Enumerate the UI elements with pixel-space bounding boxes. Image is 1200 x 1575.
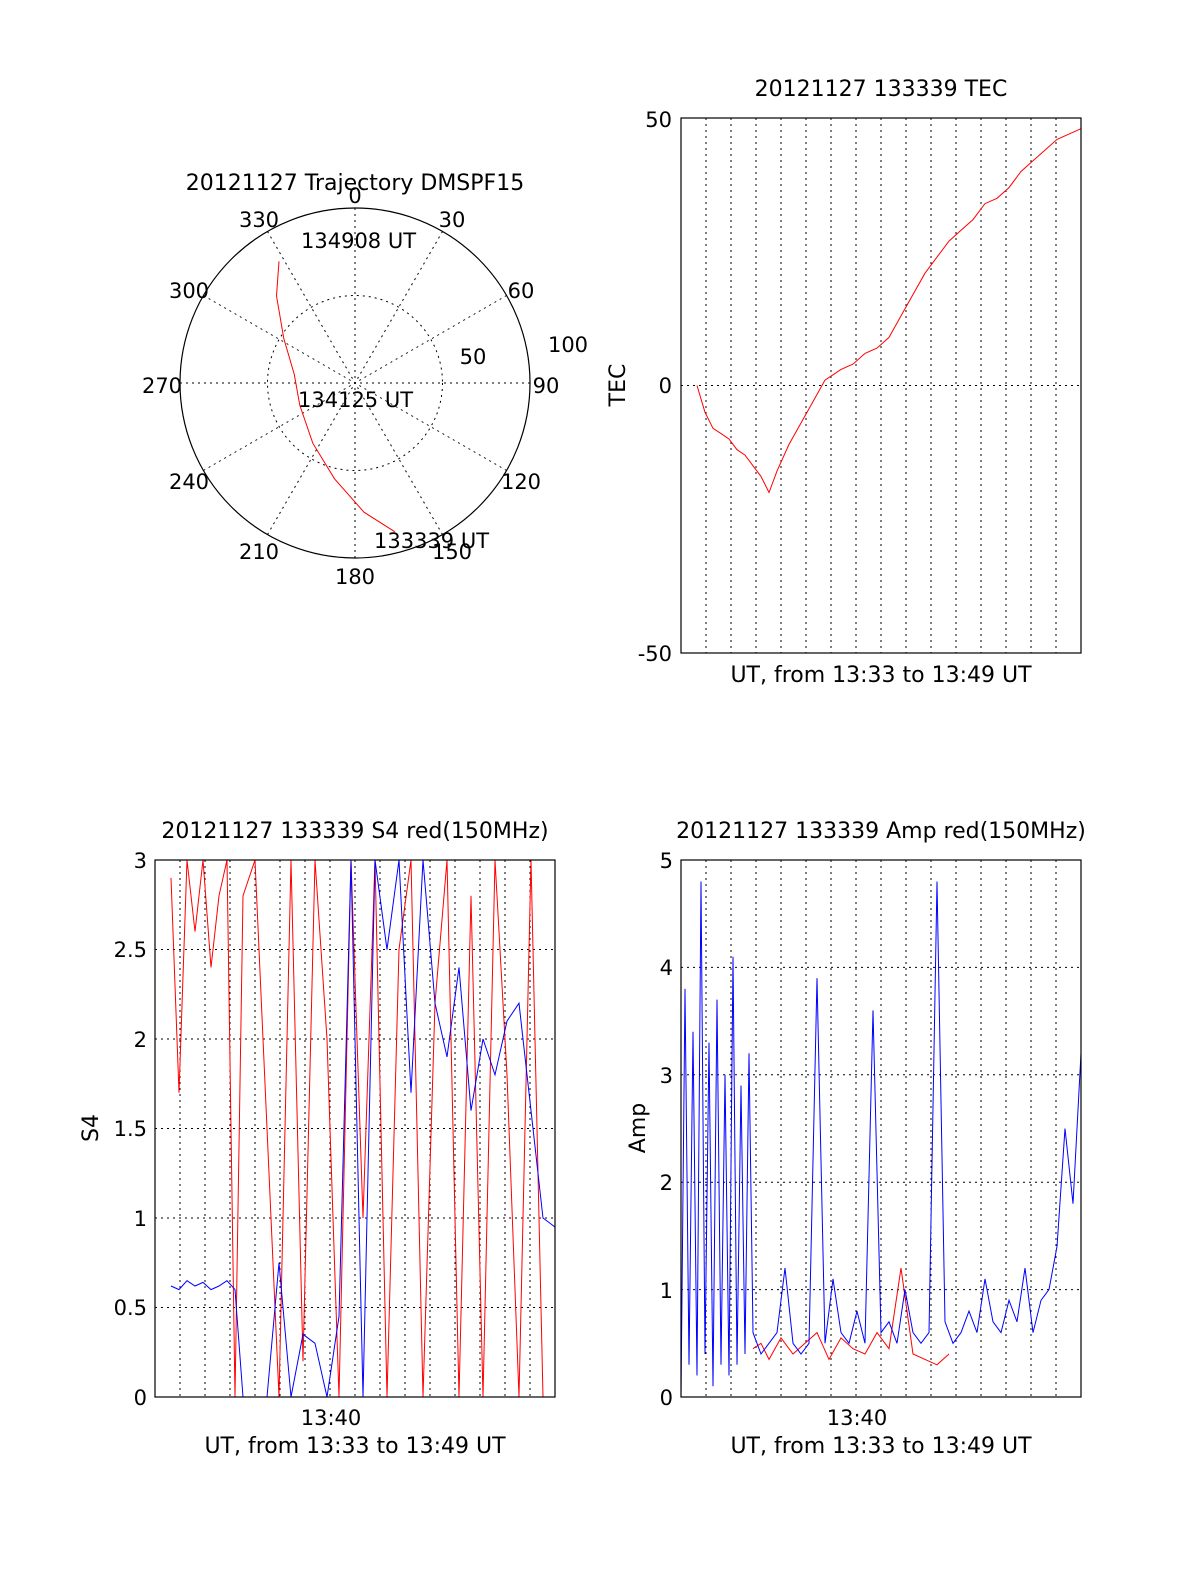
s4-ytick-label: 1	[134, 1207, 147, 1231]
s4-ytick-label: 2.5	[114, 938, 147, 962]
azimuth-labels: 0 30 60 90 120 150 180 210 240 270 300 3…	[142, 184, 559, 589]
s4-ytick-label: 0.5	[114, 1296, 147, 1320]
trajectory-annotation: 134125 UT	[298, 388, 413, 412]
s4-title: 20121127 133339 S4 red(150MHz)	[161, 819, 548, 844]
amp-series-line-1	[680, 881, 1082, 1398]
s4-ytick-label: 0	[134, 1386, 147, 1410]
amp-plot-frame	[680, 859, 1082, 1398]
s4-series-line-1	[170, 859, 556, 1398]
s4-ytick-label: 3	[134, 849, 147, 873]
azimuth-label: 210	[239, 540, 279, 564]
tec-panel: 20121127 133339 TEC 50 0 -50 TEC UT, fro…	[606, 77, 1082, 688]
trajectory-title: 20121127 Trajectory DMSPF15	[186, 171, 524, 196]
tec-title: 20121127 133339 TEC	[755, 77, 1008, 102]
tec-plot-frame	[680, 117, 1082, 654]
s4-ytick-label: 2	[134, 1028, 147, 1052]
amp-ytick-label: 3	[660, 1064, 673, 1088]
trajectory-line	[275, 261, 396, 533]
azimuth-label: 0	[348, 184, 361, 208]
amp-ytick-label: 1	[660, 1279, 673, 1303]
trajectory-annotation: 134908 UT	[301, 229, 416, 253]
azimuth-label: 270	[142, 374, 182, 398]
amp-ytick-label: 5	[660, 849, 673, 873]
amp-ylabel: Amp	[626, 1103, 651, 1153]
amp-ytick-label: 4	[660, 956, 673, 980]
tec-ytick-label: 0	[659, 374, 672, 398]
trajectory-panel: 20121127 Trajectory DMSPF15 0 30 60 90 1…	[142, 171, 588, 589]
polar-grid-spoke	[267, 231, 443, 535]
amp-title: 20121127 133339 Amp red(150MHz)	[676, 819, 1086, 844]
azimuth-label: 300	[169, 279, 209, 303]
tec-xlabel: UT, from 13:33 to 13:49 UT	[730, 663, 1032, 688]
amp-ytick-label: 2	[660, 1171, 673, 1195]
trajectory-trace	[275, 261, 396, 533]
s4-ylabel: S4	[79, 1114, 104, 1142]
polar-grid-ring	[267, 295, 443, 471]
amp-panel: 20121127 133339 Amp red(150MHz) 0 1 2 3 …	[626, 819, 1086, 1459]
s4-plot-frame	[154, 859, 556, 1398]
s4-ytick-label: 1.5	[114, 1117, 147, 1141]
s4-xlabel: UT, from 13:33 to 13:49 UT	[204, 1434, 506, 1459]
polar-outer-ring	[179, 207, 531, 559]
tec-ylabel: TEC	[606, 364, 631, 408]
amp-traces	[680, 881, 1082, 1398]
tec-ytick-label: 50	[645, 108, 672, 132]
tec-series-line-0	[696, 128, 1082, 494]
azimuth-label: 150	[432, 540, 472, 564]
amp-xlabel: UT, from 13:33 to 13:49 UT	[730, 1434, 1032, 1459]
azimuth-label: 90	[533, 374, 560, 398]
azimuth-label: 120	[501, 470, 541, 494]
tec-ytick-label: -50	[638, 642, 672, 666]
amp-series-line-0	[752, 1268, 950, 1366]
amp-yticks: 0 1 2 3 4 5	[660, 849, 673, 1410]
tec-trace	[696, 128, 1082, 494]
azimuth-label: 240	[169, 470, 209, 494]
polar-grid	[180, 208, 530, 558]
radius-label: 100	[548, 333, 588, 357]
amp-xtick-label: 13:40	[827, 1406, 888, 1430]
s4-xtick-label: 13:40	[301, 1406, 362, 1430]
amp-ytick-label: 0	[660, 1386, 673, 1410]
azimuth-label: 60	[508, 279, 535, 303]
azimuth-label: 330	[239, 208, 279, 232]
azimuth-label: 180	[335, 565, 375, 589]
s4-grid	[155, 860, 555, 1397]
s4-yticks: 0 0.5 1 1.5 2 2.5 3	[114, 849, 147, 1410]
trajectory-annotation: 133339 UT	[374, 529, 489, 553]
radius-label: 50	[460, 345, 487, 369]
azimuth-label: 30	[439, 208, 466, 232]
s4-panel: 20121127 133339 S4 red(150MHz) 0 0.5 1 1…	[79, 819, 556, 1459]
tec-grid	[681, 118, 1081, 653]
